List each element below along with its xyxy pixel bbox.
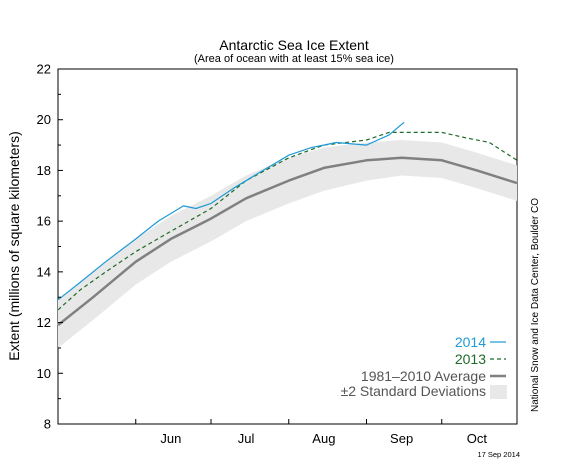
series-line-2014 (57, 121, 405, 301)
legend-label: 2013 (455, 351, 486, 367)
y-tick-label: 16 (37, 214, 51, 229)
legend-label: ±2 Standard Deviations (341, 383, 486, 399)
y-tick-label: 10 (37, 366, 51, 381)
x-axis: Jun Jul Aug Sep Oct (135, 419, 488, 446)
series-group (57, 121, 518, 327)
y-tick-label: 20 (37, 112, 51, 127)
chart-subtitle: (Area of ocean with at least 15% sea ice… (194, 53, 394, 65)
y-tick-label: 14 (37, 264, 51, 279)
credit-text: National Snow and Ice Data Center, Bould… (530, 198, 541, 412)
date-stamp: 17 Sep 2014 (477, 450, 520, 459)
legend-label: 1981–2010 Average (361, 368, 486, 384)
x-tick-label: Jul (238, 431, 255, 446)
series-line-average (57, 156, 518, 327)
chart-title: Antarctic Sea Ice Extent (219, 37, 369, 53)
y-tick-label: 8 (44, 417, 51, 432)
y-tick-label: 12 (37, 315, 51, 330)
std-dev-band (58, 140, 517, 348)
x-tick-label: Oct (467, 431, 488, 446)
x-tick-label: Sep (390, 431, 413, 446)
y-axis-label: Extent (millions of square kilometers) (6, 131, 22, 361)
x-tick-label: Jun (160, 431, 181, 446)
y-tick-label: 18 (37, 163, 51, 178)
std-dev-band-group (58, 140, 517, 348)
series-line-2013 (57, 131, 518, 311)
y-tick-label: 22 (37, 62, 51, 77)
x-tick-label: Aug (312, 431, 335, 446)
legend-swatch-band (490, 385, 507, 399)
y-axis: 8 10 12 14 16 18 20 22 (37, 62, 63, 432)
legend-label: 2014 (455, 334, 486, 350)
